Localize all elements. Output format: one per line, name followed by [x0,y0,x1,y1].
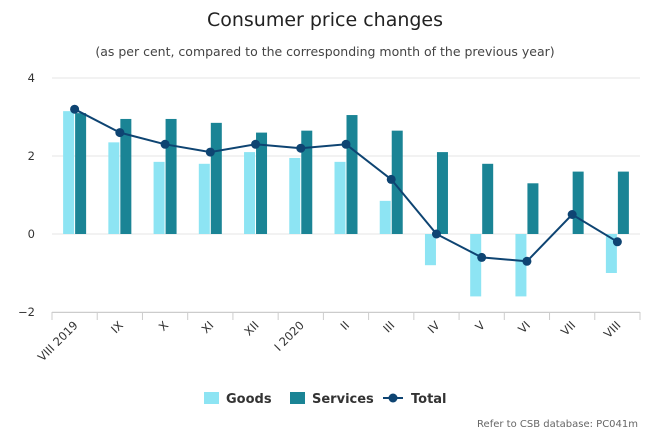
legend-goods-swatch[interactable] [204,392,219,404]
x-tick-label: VI [515,318,533,336]
total-line [70,104,622,266]
total-point [296,143,306,153]
x-tick-label: X [156,318,172,334]
total-point [341,139,351,149]
bar-goods [244,152,256,234]
y-tick-label: 4 [28,71,35,85]
bar-goods [424,234,436,266]
total-point [205,147,215,157]
x-tick-label: VII [558,318,578,338]
bar-services [527,183,539,234]
bar-goods [289,157,301,234]
x-tick-label: XII [241,318,261,338]
x-axis [51,312,641,320]
bar-goods [515,234,527,297]
bar-services [165,118,177,234]
chart-subtitle: (as per cent, compared to the correspond… [95,44,554,59]
legend-total-marker[interactable] [388,393,398,403]
legend-goods-label[interactable]: Goods [226,392,272,407]
legend: Goods Services Total [204,392,447,407]
credit-text[interactable]: Refer to CSB database: PC041m [477,419,638,430]
total-point [70,104,80,114]
bar-goods [153,161,165,234]
bar-services [210,122,222,234]
total-point [160,139,170,149]
y-tick-label: 2 [28,149,35,163]
x-tick-label: III [380,318,397,335]
x-axis-ticks: VIII 2019 IX X XI XII I 2020 II III IV V VI VII VIII [35,318,624,364]
bar-services [572,171,584,234]
x-tick-label: V [472,318,488,334]
total-point [567,210,577,219]
legend-services-swatch[interactable] [290,392,305,404]
chart-title: Consumer price changes [207,9,443,31]
bar-goods [63,111,75,234]
bar-services [75,113,87,234]
bar-services [256,132,268,234]
bars [63,111,629,297]
total-point [612,237,622,247]
legend-total-label[interactable]: Total [411,392,447,407]
total-point [431,229,441,239]
total-point [386,174,396,184]
x-tick-label: IV [425,318,443,336]
bar-goods [334,161,346,234]
y-tick-label: 0 [28,227,35,241]
gridlines [52,77,640,313]
total-point [522,256,532,266]
bar-goods [108,142,120,234]
bar-goods [605,234,617,273]
x-tick-label: II [337,318,352,333]
total-point [477,252,487,262]
x-tick-label: VIII 2019 [35,318,81,364]
bar-services [391,130,403,234]
x-tick-label: VIII [601,318,624,341]
x-tick-label: XI [199,318,217,336]
x-tick-label: I 2020 [271,318,307,354]
bar-goods [379,200,391,234]
y-axis-ticks: 4 2 0 −2 [18,71,35,319]
bar-services [482,163,494,234]
bar-services [120,118,132,234]
total-point [251,139,261,149]
y-tick-label: −2 [18,305,35,319]
bar-services [617,171,629,234]
legend-services-label[interactable]: Services [312,392,374,407]
x-tick-label: IX [108,318,126,336]
bar-services [346,115,358,234]
bar-goods [470,234,482,297]
total-point [115,128,125,138]
bar-services [436,152,448,234]
bar-services [301,130,313,234]
bar-goods [198,163,210,234]
